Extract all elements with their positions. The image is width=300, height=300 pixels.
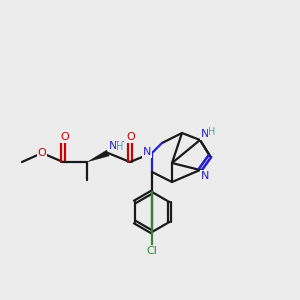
Text: O: O <box>61 132 69 142</box>
Text: N: N <box>142 147 151 157</box>
Text: H: H <box>208 127 215 137</box>
Polygon shape <box>87 150 109 162</box>
Text: NH: NH <box>109 141 126 151</box>
Text: O: O <box>127 132 135 142</box>
Text: N: N <box>201 171 209 181</box>
Text: O: O <box>38 148 46 158</box>
Text: H: H <box>116 142 123 152</box>
Text: Cl: Cl <box>147 246 158 256</box>
Text: N: N <box>201 129 209 139</box>
